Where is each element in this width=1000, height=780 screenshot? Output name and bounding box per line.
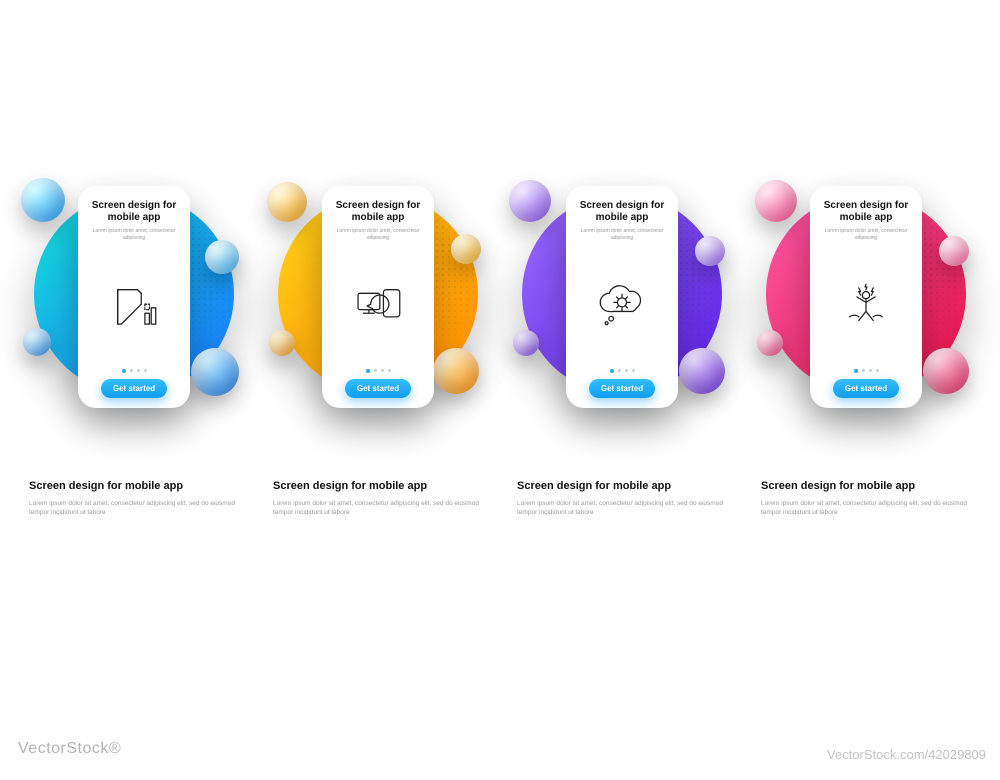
orb <box>267 182 307 222</box>
watermark-id-line: VectorStock.com/42029809 <box>827 748 986 762</box>
orb <box>191 348 239 396</box>
cards-row: Screen design for mobile app Lorem ipsum … <box>29 180 971 430</box>
pager-dot[interactable] <box>869 369 872 372</box>
pager-dot[interactable] <box>137 369 140 372</box>
below-block: Screen design for mobile app Lorem ipsum … <box>517 480 727 517</box>
below-block: Screen design for mobile app Lorem ipsum … <box>761 480 971 517</box>
pager-dot[interactable] <box>610 369 614 373</box>
phone-title: Screen design for mobile app <box>88 200 180 224</box>
pager-dot[interactable] <box>625 369 628 372</box>
recovery-devices-icon <box>332 249 424 363</box>
below-subtitle: Lorem ipsum dolor sit amet, consectetur … <box>29 500 239 518</box>
get-started-button[interactable]: Get started <box>589 379 655 398</box>
get-started-button[interactable]: Get started <box>101 379 167 398</box>
orb <box>23 328 51 356</box>
pager-dot[interactable] <box>618 369 621 372</box>
get-started-button[interactable]: Get started <box>345 379 411 398</box>
orb <box>939 236 969 266</box>
pager-dots[interactable] <box>820 369 912 373</box>
orb <box>21 178 65 222</box>
pager-dot[interactable] <box>862 369 865 372</box>
orb <box>433 348 479 394</box>
phone-subtitle: Lorem ipsum dolor amet, consectetur adip… <box>820 228 912 241</box>
below-title: Screen design for mobile app <box>517 480 727 494</box>
orb <box>451 234 481 264</box>
get-started-button[interactable]: Get started <box>833 379 899 398</box>
phone-mockup: Screen design for mobile app Lorem ipsum … <box>78 186 190 408</box>
edit-stats-icon <box>88 249 180 363</box>
phone-mockup: Screen design for mobile app Lorem ipsum … <box>810 186 922 408</box>
pager-dot[interactable] <box>366 369 370 373</box>
orb <box>509 180 551 222</box>
orb <box>923 348 969 394</box>
below-subtitle: Lorem ipsum dolor sit amet, consectetur … <box>517 500 727 518</box>
canvas: Screen design for mobile app Lorem ipsum … <box>0 0 1000 780</box>
orb <box>695 236 725 266</box>
phone-title: Screen design for mobile app <box>820 200 912 224</box>
phone-mockup: Screen design for mobile app Lorem ipsum … <box>566 186 678 408</box>
below-title: Screen design for mobile app <box>273 480 483 494</box>
pager-dots[interactable] <box>332 369 424 373</box>
orb <box>755 180 797 222</box>
pager-dot[interactable] <box>632 369 635 372</box>
below-block: Screen design for mobile app Lorem ipsum … <box>29 480 239 517</box>
pager-dots[interactable] <box>576 369 668 373</box>
card-recovery-devices: Screen design for mobile app Lorem ipsum … <box>273 180 483 430</box>
difficult-stress-icon <box>820 249 912 363</box>
watermark-brand: VectorStock® <box>18 740 121 758</box>
card-difficult-stress: Screen design for mobile app Lorem ipsum … <box>761 180 971 430</box>
orb <box>205 240 239 274</box>
phone-mockup: Screen design for mobile app Lorem ipsum … <box>322 186 434 408</box>
below-subtitle: Lorem ipsum dolor sit amet, consectetur … <box>761 500 971 518</box>
below-title: Screen design for mobile app <box>761 480 971 494</box>
pager-dot[interactable] <box>854 369 858 373</box>
pager-dot[interactable] <box>374 369 377 372</box>
watermark-id: VectorStock.com/42029809 <box>827 748 986 762</box>
phone-title: Screen design for mobile app <box>576 200 668 224</box>
card-cogwheel-cloud: Screen design for mobile app Lorem ipsum … <box>517 180 727 430</box>
pager-dot[interactable] <box>130 369 133 372</box>
orb <box>269 330 295 356</box>
below-block: Screen design for mobile app Lorem ipsum … <box>273 480 483 517</box>
orb <box>513 330 539 356</box>
below-subtitle: Lorem ipsum dolor sit amet, consectetur … <box>273 500 483 518</box>
phone-subtitle: Lorem ipsum dolor amet, consectetur adip… <box>332 228 424 241</box>
orb <box>757 330 783 356</box>
phone-subtitle: Lorem ipsum dolor amet, consectetur adip… <box>576 228 668 241</box>
phone-subtitle: Lorem ipsum dolor amet, consectetur adip… <box>88 228 180 241</box>
pager-dot[interactable] <box>122 369 126 373</box>
phone-title: Screen design for mobile app <box>332 200 424 224</box>
pager-dot[interactable] <box>388 369 391 372</box>
orb <box>679 348 725 394</box>
below-title: Screen design for mobile app <box>29 480 239 494</box>
cogwheel-cloud-icon <box>576 249 668 363</box>
pager-dot[interactable] <box>876 369 879 372</box>
pager-dot[interactable] <box>381 369 384 372</box>
pager-dot[interactable] <box>144 369 147 372</box>
card-edit-stats: Screen design for mobile app Lorem ipsum … <box>29 180 239 430</box>
pager-dots[interactable] <box>88 369 180 373</box>
